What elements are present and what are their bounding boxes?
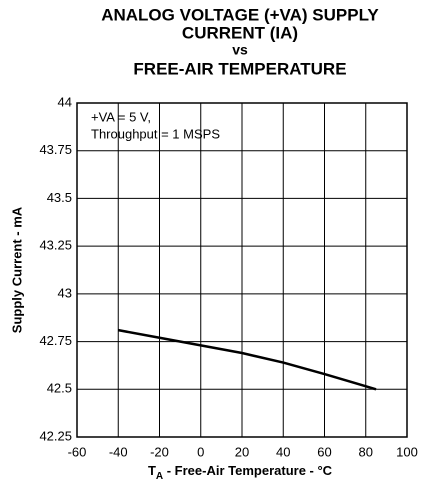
x-tick-label: -40 <box>109 444 128 459</box>
x-tick-label: 40 <box>276 444 290 459</box>
annotation: +VA = 5 V, <box>91 109 151 124</box>
x-tick-label: -60 <box>68 444 87 459</box>
chart-title: vs <box>232 42 248 58</box>
y-tick-label: 42.5 <box>47 381 72 396</box>
plot-frame <box>76 102 408 438</box>
y-tick-label: 42.75 <box>39 333 72 348</box>
y-tick-label: 44 <box>58 94 72 109</box>
y-tick-label: 43.25 <box>39 238 72 253</box>
x-tick-label: 100 <box>396 444 418 459</box>
x-axis-label-part: A <box>156 471 163 482</box>
x-axis-label-part: - Free-Air Temperature - °C <box>163 463 333 478</box>
y-tick-label: 42.25 <box>39 428 72 443</box>
x-tick-label: 60 <box>317 444 331 459</box>
chart-title: CURRENT (IA) <box>182 23 298 42</box>
chart-title: FREE-AIR TEMPERATURE <box>133 59 346 78</box>
y-tick-label: 43 <box>58 285 72 300</box>
y-axis-label: Supply Current - mA <box>9 206 24 333</box>
x-tick-label: 0 <box>197 444 204 459</box>
annotation: Throughput = 1 MSPS <box>91 126 220 141</box>
y-tick-label: 43.75 <box>39 142 72 157</box>
x-axis-label-part: T <box>148 463 156 478</box>
x-axis-label: TA - Free-Air Temperature - °C <box>148 463 333 481</box>
y-tick-label: 43.5 <box>47 190 72 205</box>
data-line <box>118 328 377 391</box>
x-tick-label: 80 <box>359 444 373 459</box>
chart-title: ANALOG VOLTAGE (+VA) SUPPLY <box>101 5 379 24</box>
x-tick-label: 20 <box>235 444 249 459</box>
x-tick-label: -20 <box>150 444 169 459</box>
